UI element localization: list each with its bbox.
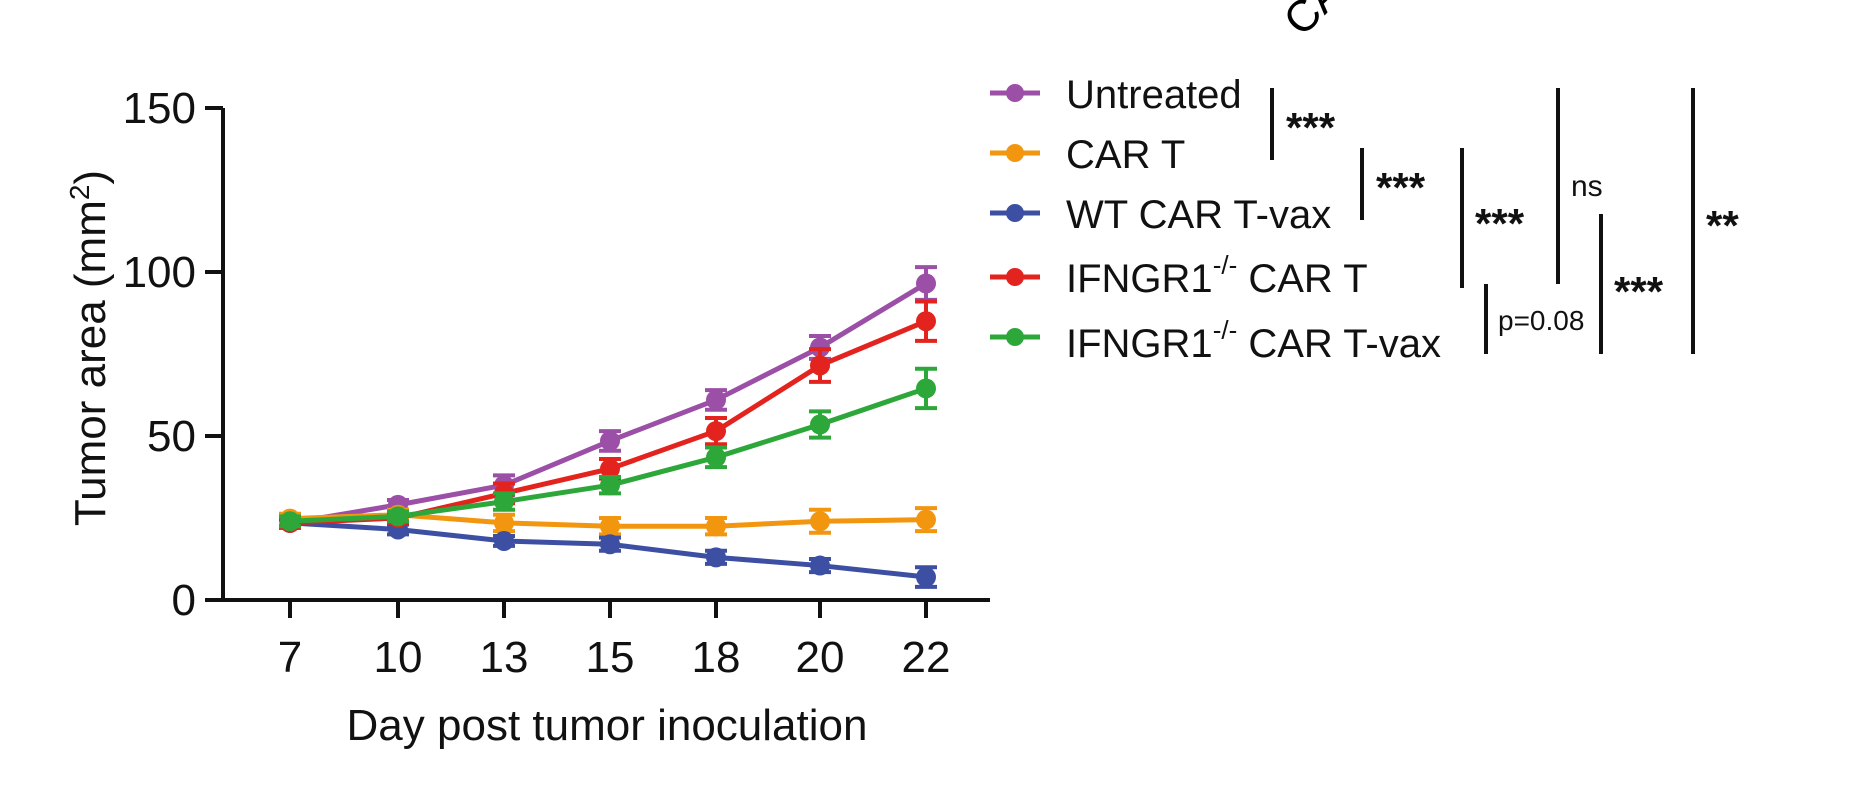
sig-label: ***: [1475, 200, 1525, 247]
y-ticks: 0 50 100 150: [123, 84, 223, 625]
data-point: [810, 355, 830, 376]
sig-label: ***: [1286, 104, 1336, 151]
y-tick-label: 50: [147, 412, 196, 461]
legend-marker: [1006, 144, 1024, 162]
data-point: [810, 414, 830, 435]
legend-item-car-t: CAR T: [990, 133, 1185, 177]
y-axis-title: Tumor area (mm2): [64, 170, 115, 526]
x-axis-title: Day post tumor inoculation: [347, 701, 868, 750]
sig-label: ***: [1376, 164, 1426, 211]
significance-labels: *** *** *** ns p=0.08 *** **: [1286, 104, 1739, 336]
legend-item-ifngr1-car-t-vax: IFNGR1-/- CAR T-vax: [990, 315, 1441, 366]
data-point: [494, 512, 514, 533]
legend-label: IFNGR1-/- CAR T-vax: [1066, 315, 1441, 366]
data-point: [600, 430, 620, 451]
x-tick-label: 20: [796, 633, 845, 682]
legend-label: IFNGR1-/- CAR T: [1066, 250, 1368, 301]
x-ticks: 7 10 13 15 18 20 22: [278, 600, 951, 682]
x-tick-label: 22: [902, 633, 951, 682]
legend-item-untreated: Untreated: [990, 73, 1242, 117]
data-point: [600, 534, 620, 555]
corner-text-fragment: CA: [1274, 0, 1352, 45]
x-tick-label: 7: [278, 633, 302, 682]
data-point: [706, 547, 726, 568]
x-tick-label: 18: [692, 633, 741, 682]
y-axis-title-superscript: 2: [64, 185, 95, 201]
x-tick-label: 15: [586, 633, 635, 682]
sig-label: ns: [1571, 170, 1603, 203]
legend-item-wt-car-t-vax: WT CAR T-vax: [990, 193, 1331, 237]
legend-marker: [1006, 268, 1024, 286]
data-point: [916, 567, 936, 588]
series-4: [279, 366, 937, 532]
data-point: [706, 516, 726, 537]
data-point: [916, 273, 936, 294]
series-line: [289, 386, 927, 524]
data-point: [600, 516, 620, 537]
data-point: [494, 530, 514, 551]
series-layer: [279, 265, 937, 589]
legend-marker: [1006, 204, 1024, 222]
legend-label: CAR T: [1066, 133, 1185, 177]
data-point: [810, 555, 830, 576]
sig-label: p=0.08: [1498, 305, 1584, 336]
axes: [221, 108, 990, 602]
data-point: [600, 458, 620, 479]
data-point: [494, 491, 514, 512]
x-tick-label: 10: [374, 633, 423, 682]
legend-superscript: -/-: [1213, 315, 1238, 345]
x-tick-label: 13: [480, 633, 529, 682]
legend: Untreated CAR T WT CAR T-vax IFNGR1-/- C…: [990, 73, 1441, 366]
data-point: [600, 475, 620, 496]
legend-item-ifngr1-car-t: IFNGR1-/- CAR T: [990, 250, 1368, 301]
data-point: [280, 511, 300, 532]
legend-label: WT CAR T-vax: [1066, 193, 1331, 237]
y-tick-label: 100: [123, 248, 196, 297]
data-point: [706, 447, 726, 468]
y-tick-label: 0: [172, 576, 196, 625]
data-point: [706, 421, 726, 442]
sig-label: **: [1706, 202, 1739, 249]
data-point: [706, 389, 726, 410]
legend-marker: [1006, 84, 1024, 102]
legend-superscript: -/-: [1213, 250, 1238, 280]
data-point: [388, 506, 408, 527]
data-point: [916, 509, 936, 530]
significance-brackets: [1270, 88, 1695, 354]
data-point: [916, 311, 936, 332]
sig-label: ***: [1614, 268, 1664, 315]
data-point: [810, 511, 830, 532]
y-tick-label: 150: [123, 84, 196, 133]
legend-marker: [1006, 328, 1024, 346]
data-point: [916, 378, 936, 399]
legend-label: Untreated: [1066, 73, 1242, 117]
